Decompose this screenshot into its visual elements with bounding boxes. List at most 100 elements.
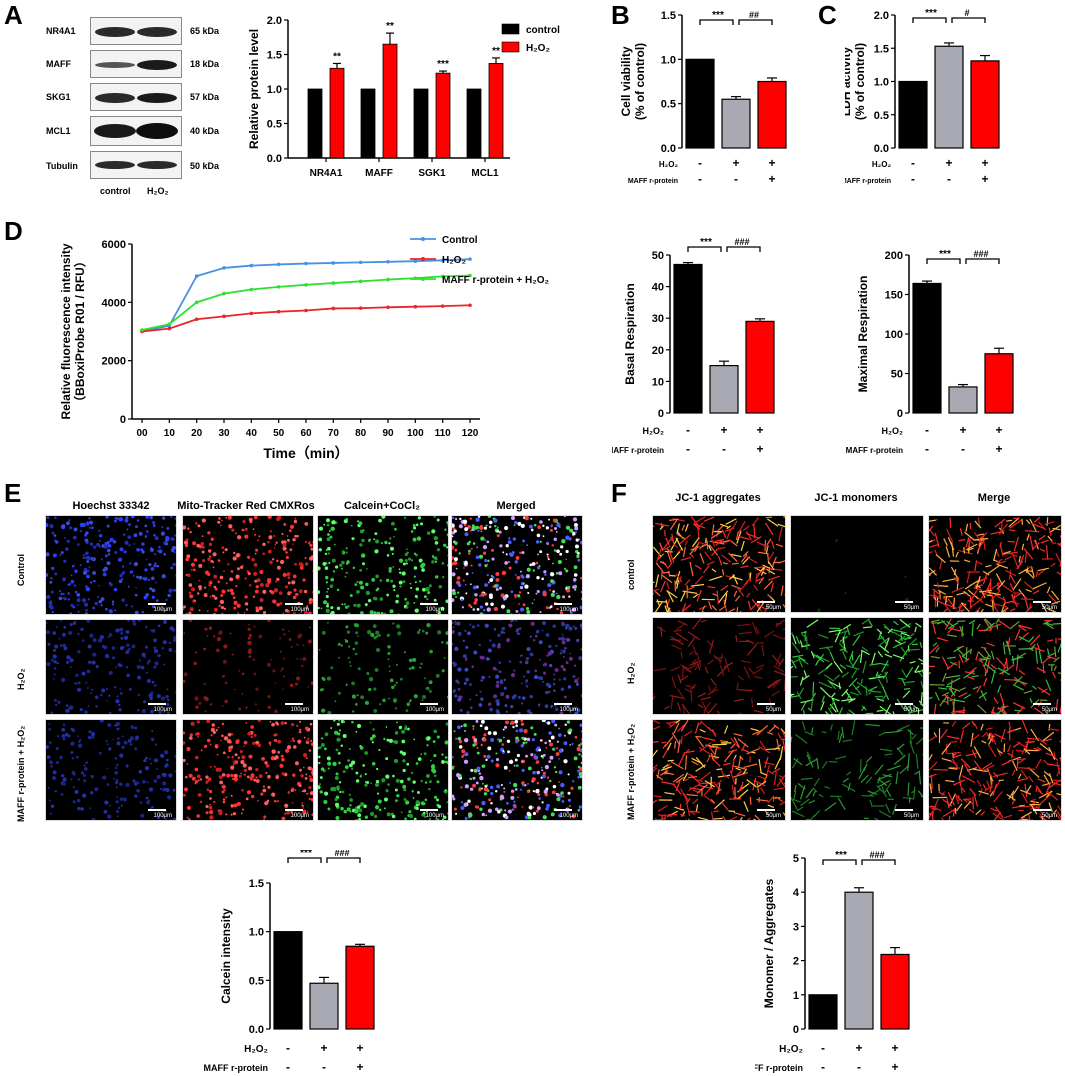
y-tick-label: 0 (897, 408, 903, 420)
significance-marker: *** (712, 10, 724, 21)
cell-texture (452, 516, 582, 614)
significance-marker: *** (925, 8, 937, 19)
blot-band (90, 151, 182, 179)
significance-bracket (687, 246, 722, 252)
treatment-sign: + (981, 156, 988, 170)
data-point (386, 277, 390, 282)
data-point (331, 281, 336, 285)
blot-band (90, 17, 182, 45)
scale-bar (757, 809, 775, 811)
y-tick-label: 0 (120, 414, 126, 426)
chart-b-cell-viability: Cell viability (% of control) 0.0 0.5 1.0 1.5… (619, 10, 787, 186)
significance-marker: *** (300, 850, 312, 859)
blot-band (90, 83, 182, 111)
treatment-label-maff: MAFF r-protein (612, 446, 664, 455)
scale-bar-label: 100μm (290, 607, 309, 613)
microscopy-image: 50μm (652, 617, 786, 715)
microscopy-image: 50μm (790, 719, 924, 821)
significance-marker: ** (333, 51, 341, 62)
y-tick-label: 0.5 (661, 99, 676, 111)
scale-bar (420, 603, 438, 605)
imaging-f-column-title: Merge (977, 492, 1011, 504)
scale-bar (420, 809, 438, 811)
data-point (194, 300, 199, 305)
scale-bar-label: 100μm (153, 607, 172, 613)
data-point (276, 262, 281, 267)
cell-texture (653, 720, 785, 820)
y-tick-label: 1.5 (267, 50, 282, 62)
bar (880, 953, 910, 1030)
treatment-sign: + (720, 423, 727, 437)
treatment-sign: + (768, 172, 775, 186)
data-point (468, 257, 472, 261)
cell-texture (816, 539, 909, 612)
scale-bar (1033, 703, 1051, 705)
scale-bar-label: 50μm (1041, 813, 1057, 819)
y-axis-label-secondary: （BBoxiProbe R01 / RFU） (72, 255, 87, 408)
data-point (413, 304, 418, 309)
y-axis-label-secondary: (% of control) (853, 43, 867, 120)
bar (721, 98, 751, 149)
y-tick-label: 200 (885, 250, 903, 262)
treatment-sign: - (698, 172, 702, 186)
significance-bracket (912, 17, 947, 23)
microscopy-image: 100μm (45, 719, 177, 821)
treatment-sign: - (961, 442, 965, 456)
data-point (249, 287, 254, 292)
data-point (468, 303, 472, 308)
bar (273, 931, 303, 1030)
significance-bracket (326, 857, 361, 863)
scale-bar (895, 601, 913, 603)
bar (382, 43, 398, 159)
cell-texture (318, 516, 448, 614)
treatment-sign: + (756, 423, 763, 437)
y-axis-label: Relative fluorescence intensity (59, 243, 73, 419)
microscopy-image: 50μm (652, 719, 786, 821)
treatment-sign: + (855, 1041, 862, 1055)
bar (984, 353, 1014, 414)
data-point (222, 314, 226, 319)
significance-marker: ## (749, 10, 759, 20)
significance-bracket (726, 246, 761, 252)
y-tick-label: 0.5 (267, 119, 282, 131)
significance-bracket (926, 258, 961, 264)
panel-label-c: C (818, 0, 837, 30)
y-tick-label: 1.5 (661, 10, 676, 22)
scale-bar (895, 809, 913, 811)
imaging-e-column-title: Hoechst 33342 (72, 500, 150, 512)
scale-bar (757, 703, 775, 705)
treatment-label-maff: MAFF r-protein (755, 1063, 803, 1073)
x-tick-label: 50 (273, 428, 285, 439)
cell-texture (452, 620, 582, 714)
chart-d-maximal-respiration: Maximal Respiration 0 50 100 150 200 *** ### H₂O… (846, 249, 1014, 456)
significance-marker: ### (734, 237, 749, 247)
bar (709, 365, 739, 414)
blot-protein-label: NR4A1 (46, 26, 76, 36)
legend-label: MAFF r-protein + H₂O₂ (442, 275, 549, 286)
scale-bar-label: 100μm (559, 813, 578, 819)
y-tick-label: 4 (793, 887, 800, 899)
treatment-sign: + (945, 156, 952, 170)
y-tick-label: 100 (885, 329, 903, 341)
legend-label: control (526, 25, 560, 36)
y-tick-label: 20 (652, 345, 664, 357)
data-point (276, 285, 281, 289)
y-tick-label: 3 (793, 921, 799, 933)
treatment-sign: - (857, 1060, 861, 1074)
y-tick-label: 150 (885, 290, 903, 302)
western-blot: NR4A1 MAFF SKG1 MCL1 Tubulin 65 kDa 18 k… (0, 0, 240, 200)
treatment-sign: + (756, 442, 763, 456)
blot-band (90, 116, 182, 146)
scale-bar (285, 809, 303, 811)
bar (329, 67, 345, 159)
treatment-sign: + (891, 1041, 898, 1055)
y-tick-label: 1 (793, 990, 799, 1002)
y-tick-label: 1.0 (874, 77, 889, 89)
y-tick-label: 50 (891, 369, 903, 381)
significance-bracket (822, 859, 857, 865)
data-point (440, 304, 445, 308)
scale-bar-label: 50μm (765, 813, 781, 819)
microscopy-image: 50μm (652, 515, 786, 613)
scale-bar-label: 100μm (290, 813, 309, 819)
data-point (249, 263, 254, 268)
